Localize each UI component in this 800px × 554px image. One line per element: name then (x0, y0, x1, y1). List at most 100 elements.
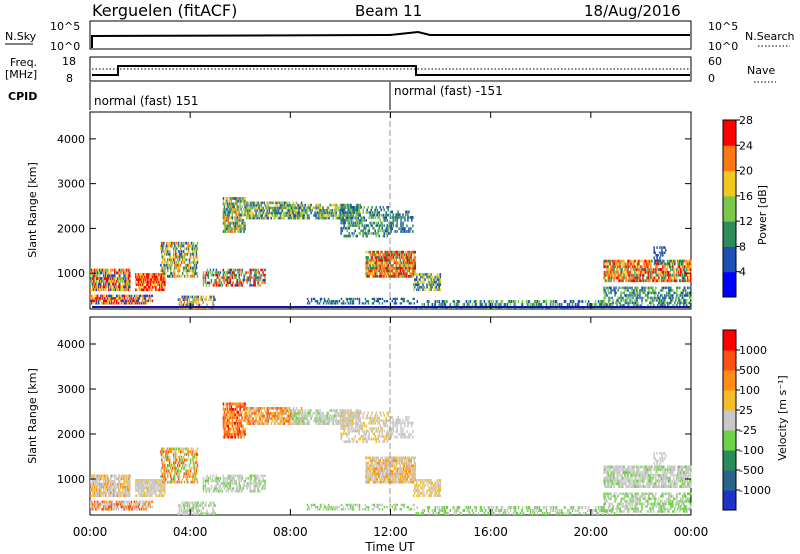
velocity-cell (162, 480, 164, 484)
velocity-cell (204, 487, 207, 490)
power-cell (186, 303, 189, 307)
power-cell (183, 300, 186, 304)
power-cell (236, 208, 238, 211)
power-cell (414, 278, 416, 281)
velocity-cell (113, 482, 115, 486)
velocity-cell (123, 480, 125, 483)
power-cell (211, 273, 214, 277)
velocity-cell (214, 484, 217, 488)
power-cell (182, 261, 185, 264)
power-cell (228, 213, 231, 217)
power-cell (378, 297, 381, 301)
velocity-cell (122, 474, 124, 478)
power-cell (96, 299, 99, 303)
power-cell (240, 216, 242, 220)
power-cell (170, 255, 172, 259)
power-cell (352, 206, 354, 209)
power-cell (644, 286, 646, 290)
velocity-cell (138, 503, 141, 506)
velocity-cell (150, 484, 152, 487)
velocity-cell (205, 512, 207, 515)
power-cell (182, 241, 185, 245)
power-cell (416, 300, 419, 304)
power-cell (385, 256, 387, 259)
power-cell (355, 214, 357, 217)
power-cell (607, 268, 609, 271)
power-cell (605, 304, 607, 307)
power-cell (622, 276, 624, 280)
velocity-cell (166, 455, 168, 459)
power-cell (667, 273, 669, 277)
velocity-cell (180, 506, 183, 510)
power-cell (405, 274, 408, 278)
power-cell (655, 273, 657, 277)
velocity-cell (151, 486, 153, 490)
power-cell (209, 295, 211, 299)
power-cell (402, 274, 405, 278)
power-cell (651, 286, 653, 290)
power-cell (237, 271, 239, 274)
velocity-cell (146, 494, 148, 497)
power-cell (146, 288, 148, 292)
power-cell (173, 244, 176, 248)
power-cell (149, 283, 151, 286)
power-cell (538, 303, 541, 307)
power-cell (123, 285, 125, 289)
power-cell (652, 270, 654, 274)
power-cell (387, 232, 389, 235)
power-cell (229, 278, 232, 282)
velocity-cell (127, 480, 129, 483)
power-cell (611, 265, 613, 269)
power-cell (388, 224, 390, 227)
power-cell (251, 216, 253, 220)
power-cell (380, 256, 382, 259)
power-cell (656, 279, 658, 283)
power-cell (230, 227, 233, 231)
power-cell (223, 205, 226, 209)
power-cell (377, 261, 379, 265)
power-cell (99, 285, 101, 289)
power-cell (663, 299, 665, 302)
power-cell (161, 244, 163, 248)
power-cell (330, 214, 332, 217)
power-cell (158, 288, 160, 292)
power-cell (265, 206, 267, 210)
power-cell (397, 253, 400, 257)
velocity-cell (113, 480, 115, 483)
power-cell (231, 216, 234, 220)
power-cell (167, 258, 169, 262)
power-cell (374, 266, 376, 270)
velocity-cell (128, 491, 130, 495)
velocity-cell (161, 475, 163, 478)
power-cell (661, 276, 663, 280)
power-cell (665, 265, 667, 269)
power-cell (641, 289, 643, 292)
velocity-cell (117, 503, 120, 506)
power-cell (95, 297, 98, 300)
power-cell (614, 273, 616, 277)
power-cell (127, 302, 130, 305)
power-cell (109, 299, 112, 303)
velocity-cell (108, 482, 110, 486)
power-cell (244, 205, 246, 209)
power-cell (128, 271, 130, 275)
power-cell (396, 230, 398, 233)
power-cell (677, 294, 679, 297)
velocity-cell (98, 503, 101, 506)
power-cell (217, 276, 220, 279)
power-cell (660, 273, 662, 277)
power-cell (326, 211, 328, 215)
power-cell (101, 277, 103, 280)
velocity-cell (214, 477, 217, 480)
power-cell (627, 270, 629, 274)
power-cell (134, 297, 137, 300)
power-cell (202, 300, 204, 304)
power-cell (678, 296, 680, 300)
power-cell (107, 297, 110, 300)
power-cell (125, 271, 127, 275)
power-cell (229, 224, 232, 228)
power-cell (665, 276, 667, 280)
power-cell (92, 285, 94, 289)
velocity-cell (121, 474, 123, 478)
velocity-cell (188, 506, 191, 510)
